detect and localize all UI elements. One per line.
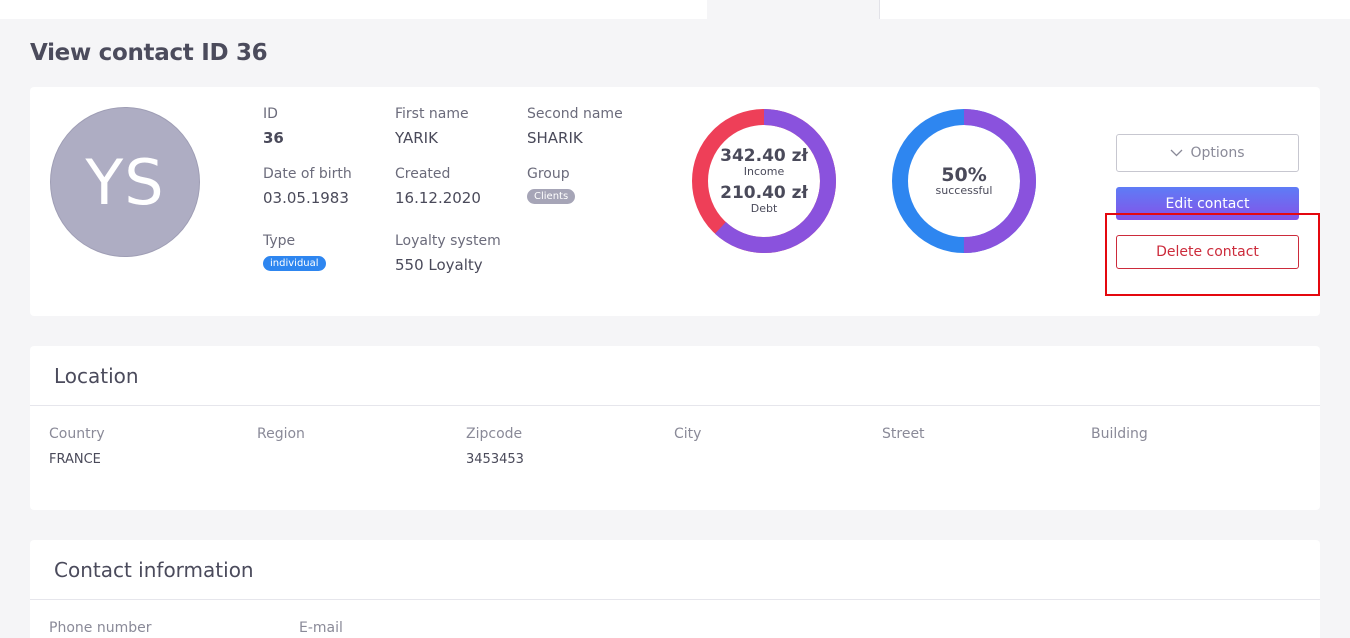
location-region-label: Region xyxy=(257,426,305,442)
field-id-value: 36 xyxy=(263,129,284,147)
location-col-country: Country FRANCE xyxy=(49,426,105,467)
phone-number-label: Phone number xyxy=(49,620,152,636)
location-col-city: City xyxy=(674,426,701,452)
field-loyalty: Loyalty system 550 Loyalty xyxy=(395,233,501,274)
field-type-label: Type xyxy=(263,233,296,249)
field-id-label: ID xyxy=(263,106,278,122)
top-bar-left xyxy=(0,0,707,19)
debt-label: Debt xyxy=(750,202,778,215)
location-country-value: FRANCE xyxy=(49,452,101,467)
field-date-of-birth-value: 03.05.1983 xyxy=(263,189,349,207)
field-group-label: Group xyxy=(527,166,570,182)
location-col-building: Building xyxy=(1091,426,1148,452)
delete-contact-button[interactable]: Delete contact xyxy=(1116,235,1299,269)
location-card: Location Country FRANCE Region Zipcode 3… xyxy=(30,346,1320,510)
chevron-down-icon xyxy=(1170,147,1183,160)
location-street-label: Street xyxy=(882,426,925,442)
field-group: Group Clients xyxy=(527,166,576,204)
field-date-of-birth-label: Date of birth xyxy=(263,166,352,182)
page-title: View contact ID 36 xyxy=(30,40,268,66)
location-building-label: Building xyxy=(1091,426,1148,442)
field-loyalty-label: Loyalty system xyxy=(395,233,501,249)
field-second-name-label: Second name xyxy=(527,106,623,122)
field-first-name-label: First name xyxy=(395,106,469,122)
contact-col-phone: Phone number xyxy=(49,620,151,636)
debt-value: 210.40 zł xyxy=(720,183,808,203)
success-donut-center: 50% successful xyxy=(890,107,1038,255)
location-title: Location xyxy=(30,346,1320,406)
field-type: Type individual xyxy=(263,233,326,271)
options-button[interactable]: Options xyxy=(1116,134,1299,172)
income-label: Income xyxy=(743,165,785,178)
finance-donut-svg xyxy=(692,109,836,253)
finance-donut-center: 342.40 zł Income 210.40 zł Debt xyxy=(690,107,838,255)
field-loyalty-value: 550 Loyalty xyxy=(395,256,483,274)
finance-donut: 342.40 zł Income 210.40 zł Debt xyxy=(690,107,838,255)
contact-info-title: Contact information xyxy=(30,540,1320,600)
top-bar xyxy=(0,0,1350,19)
success-donut: 50% successful xyxy=(890,107,1038,255)
highlight-box xyxy=(1105,213,1320,296)
location-zipcode-label: Zipcode xyxy=(466,426,523,442)
location-col-zipcode: Zipcode 3453453 xyxy=(466,426,524,467)
finance-income-arc xyxy=(692,109,836,253)
field-created: Created 16.12.2020 xyxy=(395,166,481,207)
contact-info-card: Contact information Phone number E-mail xyxy=(30,540,1320,638)
income-value: 342.40 zł xyxy=(720,146,808,166)
page-title-prefix: View contact xyxy=(30,40,194,66)
success-arc xyxy=(892,109,1036,253)
group-badge: Clients xyxy=(527,189,576,204)
profile-card: YS ID 36 First name YARIK Second name SH… xyxy=(30,87,1320,316)
field-date-of-birth: Date of birth 03.05.1983 xyxy=(263,166,352,207)
contact-col-email: E-mail xyxy=(299,620,343,636)
page-title-id: ID 36 xyxy=(201,40,268,66)
top-bar-right xyxy=(880,0,1350,19)
location-col-street: Street xyxy=(882,426,925,452)
field-first-name: First name YARIK xyxy=(395,106,469,147)
email-label: E-mail xyxy=(299,620,343,636)
field-created-label: Created xyxy=(395,166,451,182)
field-second-name-value: SHARIK xyxy=(527,129,583,147)
location-col-region: Region xyxy=(257,426,305,452)
field-first-name-value: YARIK xyxy=(395,129,438,147)
location-country-label: Country xyxy=(49,426,105,442)
location-city-label: City xyxy=(674,426,702,442)
field-created-value: 16.12.2020 xyxy=(395,189,481,207)
type-badge: individual xyxy=(263,256,326,271)
options-button-label: Options xyxy=(1190,145,1245,161)
location-zipcode-value: 3453453 xyxy=(466,452,524,467)
success-value: 50% xyxy=(941,163,987,186)
field-id: ID 36 xyxy=(263,106,284,147)
top-bar-divider xyxy=(879,0,880,19)
success-label: successful xyxy=(935,183,993,197)
success-donut-svg xyxy=(892,109,1036,253)
avatar: YS xyxy=(50,107,200,257)
field-second-name: Second name SHARIK xyxy=(527,106,623,147)
